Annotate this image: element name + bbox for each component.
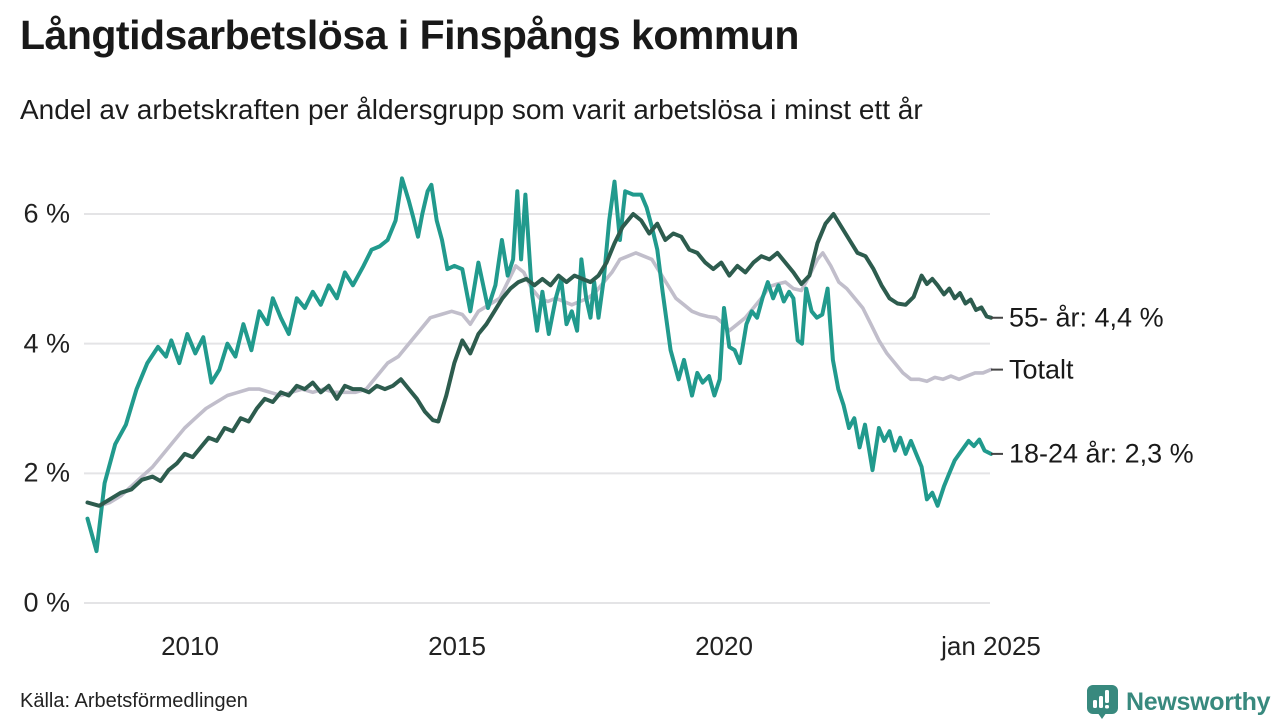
series-end-label-youth: 18-24 år: 2,3 %	[1009, 438, 1194, 469]
newsworthy-logo[interactable]: Newsworthy	[1086, 684, 1271, 720]
x-tick-label: 2020	[695, 631, 753, 661]
series-line-55plus	[85, 212, 993, 508]
y-tick-label: 0 %	[23, 587, 70, 618]
x-tick-label: 2015	[428, 631, 486, 661]
x-tick-label: jan 2025	[941, 631, 1041, 661]
source-note: Källa: Arbetsförmedlingen	[20, 690, 248, 712]
series-line-total	[85, 251, 993, 508]
x-tick-label: 2010	[161, 631, 219, 661]
series-end-label-55plus: 55- år: 4,4 %	[1009, 302, 1164, 333]
newsworthy-bubble-chart-icon	[1086, 684, 1119, 720]
series-line-youth	[85, 176, 993, 554]
newsworthy-wordmark: Newsworthy	[1126, 687, 1271, 716]
page-subtitle: Andel av arbetskraften per åldersgrupp s…	[20, 94, 923, 125]
y-tick-label: 6 %	[23, 198, 70, 229]
series-end-label-total: Totalt	[1009, 354, 1074, 385]
y-tick-label: 4 %	[23, 328, 70, 359]
y-tick-label: 2 %	[23, 457, 70, 488]
page-title: Långtidsarbetslösa i Finspångs kommun	[20, 12, 799, 58]
